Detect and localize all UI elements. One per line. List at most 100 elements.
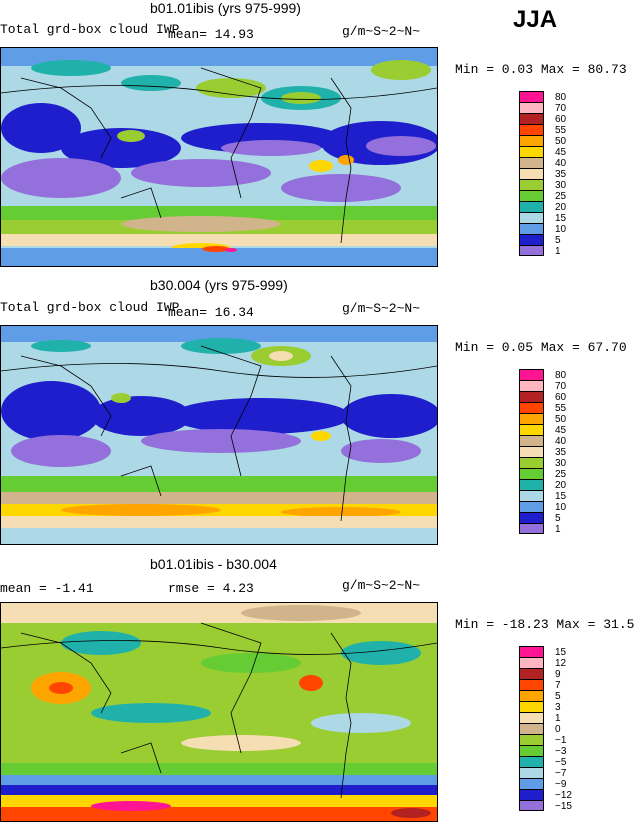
legend-swatch	[519, 413, 544, 424]
legend-swatch	[519, 800, 544, 811]
legend-label: 40	[555, 158, 567, 169]
panel2-field-label: Total grd-box cloud IWP	[0, 300, 180, 315]
panel3-minmax: Min = -18.23 Max = 31.54	[455, 617, 634, 632]
legend-swatch	[519, 657, 544, 668]
legend-label: 70	[555, 381, 567, 392]
legend-swatch	[519, 490, 544, 501]
panel1-minmax: Min = 0.03 Max = 80.73	[455, 62, 627, 77]
legend-label: 0	[555, 724, 561, 735]
legend-label: 55	[555, 125, 567, 136]
legend-label: 7	[555, 680, 561, 691]
panel2-title: b30.004 (yrs 975-999)	[150, 277, 288, 293]
legend-label: −5	[555, 757, 567, 768]
legend-label: 30	[555, 458, 567, 469]
legend-label: 12	[555, 658, 567, 669]
legend-label: 40	[555, 436, 567, 447]
legend-swatch	[519, 468, 544, 479]
legend-swatch	[519, 212, 544, 223]
legend-label: 3	[555, 702, 561, 713]
legend-swatch	[519, 778, 544, 789]
legend-label: 25	[555, 469, 567, 480]
legend-label: −15	[555, 801, 572, 812]
legend-swatch	[519, 756, 544, 767]
legend-label: 1	[555, 524, 561, 535]
legend-label: 60	[555, 114, 567, 125]
legend-swatch	[519, 512, 544, 523]
legend-label: 15	[555, 647, 567, 658]
legend-label: 50	[555, 136, 567, 147]
panel3-rmse: rmse = 4.23	[168, 581, 254, 596]
legend-swatch	[519, 102, 544, 113]
legend-swatch	[519, 223, 544, 234]
panel2-legend	[519, 369, 544, 534]
legend-swatch	[519, 380, 544, 391]
legend-label: 15	[555, 213, 567, 224]
panel3-mean: mean = -1.41	[0, 581, 94, 596]
legend-swatch	[519, 679, 544, 690]
legend-swatch	[519, 701, 544, 712]
legend-swatch	[519, 523, 544, 534]
legend-swatch	[519, 435, 544, 446]
legend-swatch	[519, 234, 544, 245]
legend-label: −7	[555, 768, 567, 779]
panel3-legend	[519, 646, 544, 811]
panel3-map	[0, 602, 438, 822]
panel2-minmax: Min = 0.05 Max = 67.70	[455, 340, 627, 355]
legend-label: −3	[555, 746, 567, 757]
legend-label: 9	[555, 669, 561, 680]
legend-swatch	[519, 767, 544, 778]
legend-swatch	[519, 479, 544, 490]
legend-label: 5	[555, 691, 561, 702]
legend-label: 1	[555, 246, 561, 257]
legend-label: 10	[555, 224, 567, 235]
legend-swatch	[519, 157, 544, 168]
legend-label: 45	[555, 425, 567, 436]
legend-label: 80	[555, 370, 567, 381]
legend-label: 50	[555, 414, 567, 425]
legend-swatch	[519, 91, 544, 102]
legend-swatch	[519, 135, 544, 146]
panel3-title: b01.01ibis - b30.004	[150, 556, 277, 572]
legend-swatch	[519, 245, 544, 256]
legend-label: 35	[555, 169, 567, 180]
legend-swatch	[519, 723, 544, 734]
legend-swatch	[519, 402, 544, 413]
legend-swatch	[519, 190, 544, 201]
legend-label: 55	[555, 403, 567, 414]
legend-label: 80	[555, 92, 567, 103]
panel2-units: g/m~S~2~N~	[342, 301, 421, 316]
panel1-mean: mean= 14.93	[168, 27, 254, 42]
legend-swatch	[519, 745, 544, 756]
legend-swatch	[519, 369, 544, 380]
legend-swatch	[519, 201, 544, 212]
legend-label: 45	[555, 147, 567, 158]
legend-label: 60	[555, 392, 567, 403]
legend-swatch	[519, 501, 544, 512]
legend-swatch	[519, 789, 544, 800]
legend-swatch	[519, 124, 544, 135]
legend-label: 20	[555, 480, 567, 491]
legend-label: 30	[555, 180, 567, 191]
panel1-title: b01.01ibis (yrs 975-999)	[150, 0, 301, 16]
panel2-mean: mean= 16.34	[168, 305, 254, 320]
legend-swatch	[519, 457, 544, 468]
season-label: JJA	[513, 6, 558, 33]
legend-label: 20	[555, 202, 567, 213]
legend-swatch	[519, 424, 544, 435]
legend-label: 25	[555, 191, 567, 202]
legend-swatch	[519, 391, 544, 402]
legend-label: 5	[555, 235, 561, 246]
legend-swatch	[519, 734, 544, 745]
legend-swatch	[519, 690, 544, 701]
legend-label: 70	[555, 103, 567, 114]
legend-label: 5	[555, 513, 561, 524]
legend-label: −1	[555, 735, 567, 746]
panel3-units: g/m~S~2~N~	[342, 578, 421, 593]
panel2-map	[0, 325, 438, 545]
legend-swatch	[519, 668, 544, 679]
legend-swatch	[519, 168, 544, 179]
panel1-field-label: Total grd-box cloud IWP	[0, 22, 180, 37]
panel1-map	[0, 47, 438, 267]
legend-label: −9	[555, 779, 567, 790]
legend-label: 15	[555, 491, 567, 502]
